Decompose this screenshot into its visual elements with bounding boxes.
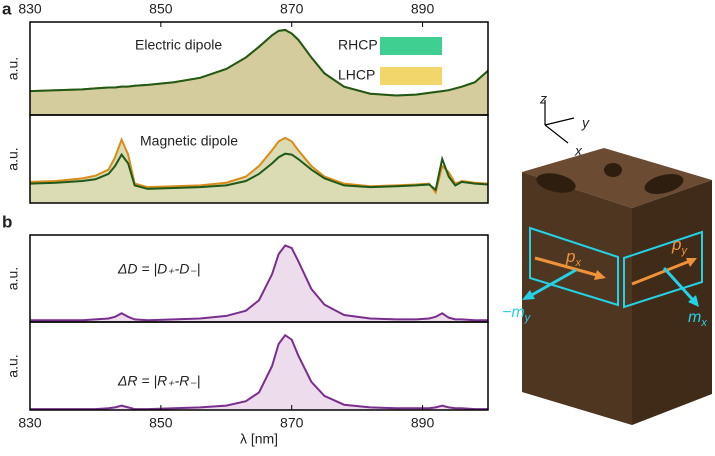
- label-main: m: [688, 309, 701, 326]
- annotation: Electric dipole: [135, 37, 222, 53]
- label-sub: x: [700, 317, 707, 329]
- hole: [644, 174, 684, 194]
- p-arrow: [534, 256, 601, 278]
- panel-label: a: [2, 0, 12, 18]
- line: [29, 136, 489, 195]
- py-label: py: [671, 235, 688, 256]
- legend-label: LHCP: [338, 67, 375, 83]
- x-tick-label: 850: [149, 415, 173, 431]
- legend-swatch: [380, 67, 442, 85]
- label-sub: x: [574, 257, 581, 269]
- area: [30, 335, 488, 410]
- annotation: Magnetic dipole: [140, 133, 238, 149]
- x-tick-label: 870: [280, 1, 304, 17]
- axis-label: y: [581, 115, 590, 131]
- legend-label: RHCP: [338, 37, 378, 53]
- axis-arrow: [544, 124, 569, 144]
- p-arrow: [631, 259, 691, 286]
- box-left: [522, 172, 632, 425]
- legend-swatch: [380, 37, 442, 55]
- my-label: −my: [502, 304, 532, 324]
- label-main: p: [565, 247, 575, 266]
- y-label: a.u.: [5, 147, 21, 170]
- current-loop: [623, 230, 703, 309]
- arrowhead: [686, 258, 697, 267]
- y-label: a.u.: [5, 354, 21, 377]
- frame: [29, 321, 489, 411]
- y-label: a.u.: [5, 267, 21, 290]
- m-arrow: [529, 268, 577, 298]
- panel-label: b: [2, 212, 12, 231]
- annotation: ΔR = |R₊-R₋|: [117, 373, 200, 389]
- panel: a.u. Magnetic dipole: [5, 114, 489, 204]
- x-tick-label: 830: [18, 1, 42, 17]
- hole: [604, 163, 622, 177]
- line: [29, 152, 489, 192]
- label-sub: y: [524, 312, 532, 324]
- x-tick-label: 830: [18, 415, 42, 431]
- current-loop: [529, 226, 619, 307]
- label-main: −m: [502, 304, 525, 321]
- panel: a.u. ΔR = |R₊-R₋| 830 850 870 890 λ [nm]: [5, 321, 489, 447]
- arrowhead: [688, 295, 699, 307]
- diagram: z y x px py −my mx: [502, 91, 712, 425]
- arrowhead: [522, 290, 535, 300]
- frame: [29, 114, 489, 204]
- px-label: px: [565, 247, 581, 268]
- mx-label: mx: [688, 309, 707, 329]
- panel: a.u. b ΔD = |D₊-D₋|: [2, 212, 489, 323]
- annotation: ΔD = |D₊-D₋|: [117, 261, 200, 277]
- arrowhead: [594, 270, 606, 280]
- axis-label: x: [574, 143, 583, 159]
- area: [30, 29, 488, 115]
- label-sub: y: [680, 245, 688, 257]
- hole: [536, 173, 576, 193]
- x-label: λ [nm]: [240, 431, 278, 447]
- box-right: [632, 180, 712, 425]
- panel: a.u. a Electric dipole 830 850 870 890 RHCP LHCP: [2, 0, 489, 116]
- x-tick-label: 890: [411, 415, 435, 431]
- axis-label: z: [539, 91, 547, 107]
- x-tick-label: 870: [280, 415, 304, 431]
- area: [30, 137, 488, 203]
- label-main: p: [671, 235, 681, 254]
- axis-arrow: [544, 117, 575, 126]
- line: [30, 333, 488, 411]
- area: [30, 245, 488, 322]
- line: [29, 28, 489, 97]
- line: [30, 244, 488, 322]
- y-label: a.u.: [5, 57, 21, 80]
- m-arrow: [662, 266, 695, 302]
- x-tick-label: 890: [411, 1, 435, 17]
- x-tick-label: 850: [149, 1, 173, 17]
